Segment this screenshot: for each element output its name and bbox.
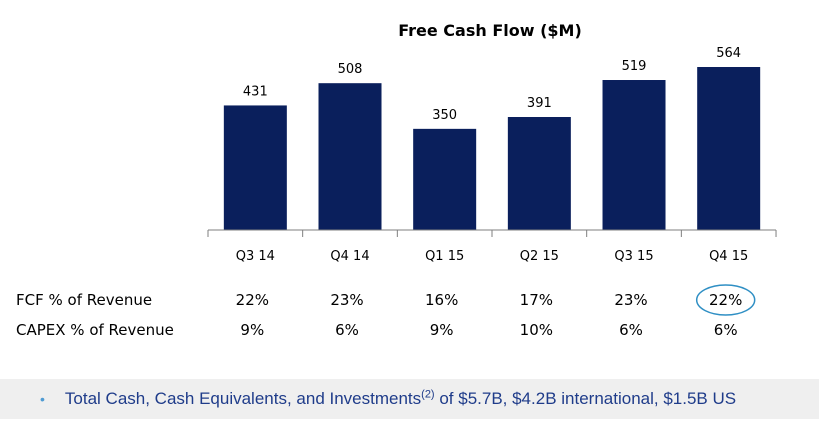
- data-label: 519: [622, 59, 647, 74]
- metric-value: 22%: [709, 291, 742, 309]
- metric-value: 10%: [520, 321, 553, 339]
- bullet-icon: •: [40, 391, 45, 407]
- footnote-marker: (2): [421, 388, 435, 401]
- highlight-circle: [695, 284, 756, 316]
- x-tick-label: Q3 14: [236, 249, 275, 264]
- x-tick-label: Q3 15: [614, 249, 653, 264]
- bar-q4-14: [318, 83, 382, 230]
- bar-q1-15: [413, 128, 477, 230]
- metric-row-label: CAPEX % of Revenue: [16, 321, 174, 339]
- x-tick-label: Q4 14: [330, 249, 369, 264]
- bar-q3-15: [602, 80, 666, 230]
- metric-value: 9%: [430, 321, 454, 339]
- x-tick-label: Q2 15: [520, 249, 559, 264]
- data-label: 431: [243, 84, 268, 99]
- bar-q2-15: [507, 117, 571, 230]
- x-tick-label: Q1 15: [425, 249, 464, 264]
- footer-text-after: of $5.7B, $4.2B international, $1.5B US: [434, 389, 737, 408]
- footer-text-before: Total Cash, Cash Equivalents, and Invest…: [64, 389, 422, 408]
- footer-text: Total Cash, Cash Equivalents, and Invest…: [65, 389, 736, 409]
- metric-value: 9%: [240, 321, 264, 339]
- footer-note: • Total Cash, Cash Equivalents, and Inve…: [0, 379, 819, 419]
- metric-value: 22%: [236, 291, 269, 309]
- x-tick-label: Q4 15: [709, 249, 748, 264]
- bars-group: 431 508 350 391 519 564: [223, 46, 761, 230]
- metric-value: 6%: [335, 321, 359, 339]
- data-label: 391: [527, 96, 552, 111]
- metrics-table: FCF % of Revenue 22% 23% 16% 17% 23% 22% CAPEX …: [16, 284, 756, 339]
- data-label: 350: [432, 108, 457, 123]
- bar-q3-14: [223, 105, 287, 230]
- metric-value: 17%: [520, 291, 553, 309]
- bar-q4-15: [697, 67, 761, 230]
- metric-value: 23%: [614, 291, 647, 309]
- metric-value: 6%: [619, 321, 643, 339]
- metric-row-label: FCF % of Revenue: [16, 291, 152, 309]
- x-ticks-group: Q3 14 Q4 14 Q1 15 Q2 15 Q3 15 Q4 15: [207, 230, 777, 264]
- metric-value: 23%: [330, 291, 363, 309]
- metric-value: 16%: [425, 291, 458, 309]
- chart-title: Free Cash Flow ($M): [398, 21, 582, 40]
- metric-value: 6%: [714, 321, 738, 339]
- data-label: 508: [338, 62, 363, 77]
- data-label: 564: [716, 46, 741, 61]
